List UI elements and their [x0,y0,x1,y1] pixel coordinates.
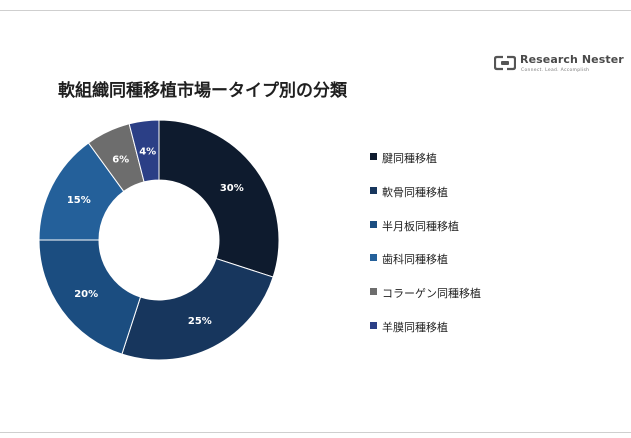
legend-swatch [370,322,377,329]
slice-data-label: 25% [188,316,212,327]
logo-tagline: Connect. Lead. Accomplish [521,68,590,73]
legend-label: 半月板同種移植 [382,219,459,233]
legend-label: 羊膜同種移植 [382,321,448,334]
slice-data-label: 4% [139,147,156,158]
rn-logo-icon [494,55,516,71]
donut-slice [158,119,280,278]
donut-slice [38,239,142,355]
legend-label: コラーゲン同種移植 [382,287,481,301]
slice-data-label: 20% [74,289,98,300]
research-nester-logo: Research Nester Connect. Lead. Accomplis… [494,52,624,76]
legend-label: 軟骨同種移植 [382,185,448,199]
slice-data-label: 6% [112,155,129,166]
legend-swatch [370,220,377,228]
logo-name: Research Nester [520,53,624,66]
legend-swatch [370,153,377,160]
legend-swatch [370,186,377,194]
bottom-divider [0,432,631,433]
donut-slice [121,257,274,361]
slice-data-label: 15% [67,195,91,206]
legend-label: 歯科同種移植 [382,253,448,267]
donut-slice [128,119,160,183]
legend-swatch [370,254,377,262]
legend-label: 腱同種移植 [382,152,437,165]
slice-data-label: 30% [220,183,244,194]
chart-title: 軟組織同種移植市場ータイプ別の分類 [58,81,347,101]
top-divider [0,10,631,11]
legend-swatch [370,288,377,296]
